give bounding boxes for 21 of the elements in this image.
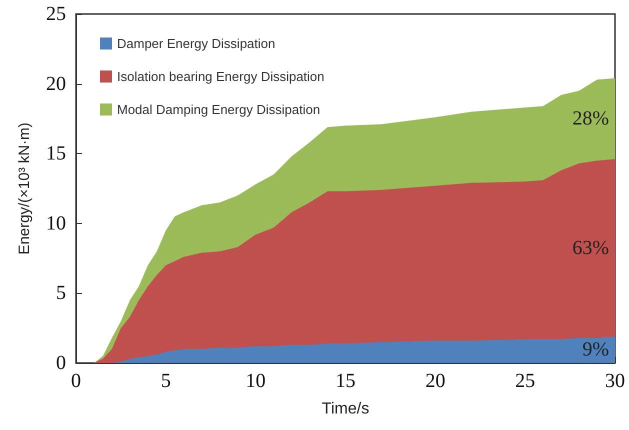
annotation: 63%	[572, 236, 609, 259]
x-tick-label: 5	[160, 370, 171, 392]
x-tick-label: 25	[515, 370, 536, 392]
x-tick-label: 0	[71, 370, 81, 392]
y-tick-label: 10	[46, 212, 66, 234]
y-tick-label: 15	[46, 142, 66, 165]
y-axis-title: Energy/(×10³ kN·m)	[16, 122, 33, 255]
y-tick-label: 5	[56, 282, 66, 304]
legend-label: Damper Energy Dissipation	[117, 36, 276, 51]
legend-label: Isolation bearing Energy Dissipation	[117, 69, 324, 84]
y-tick-label: 20	[46, 72, 66, 95]
x-tick-label: 15	[336, 370, 356, 392]
legend-label: Modal Damping Energy Dissipation	[117, 102, 320, 117]
annotation: 9%	[582, 338, 609, 361]
x-tick-label: 30	[605, 370, 625, 392]
annotation: 28%	[572, 108, 609, 130]
y-tick-label: 25	[46, 3, 66, 25]
x-tick-label: 20	[425, 370, 446, 392]
x-tick-label: 10	[246, 370, 266, 392]
x-axis-title: Time/s	[322, 400, 370, 418]
y-tick-label: 0	[56, 352, 66, 374]
